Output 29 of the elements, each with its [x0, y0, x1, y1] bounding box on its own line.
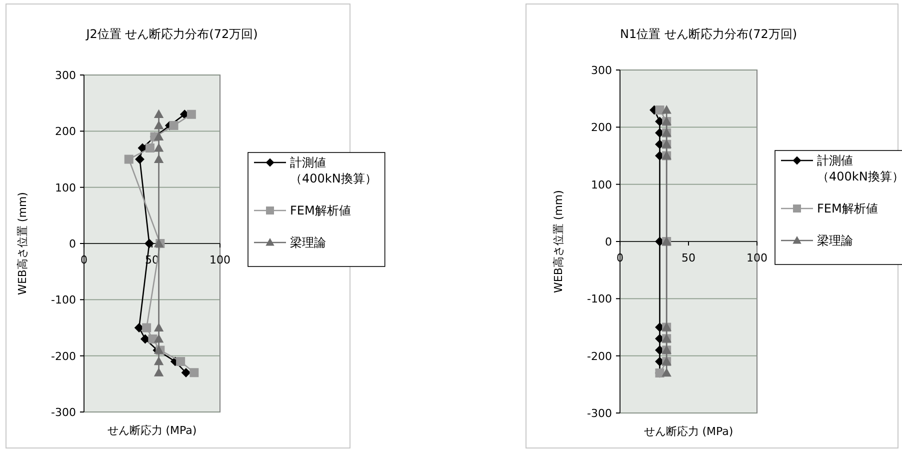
y-tick-label: 300 — [591, 64, 612, 77]
y-tick-label: 100 — [55, 181, 76, 194]
chart-title: J2位置 せん断応力分布(72万回) — [85, 27, 258, 41]
y-tick-label: -300 — [51, 406, 76, 419]
y-tick-label: 300 — [55, 69, 76, 82]
y-tick-label: 0 — [605, 236, 612, 248]
chart-title: N1位置 せん断応力分布(72万回) — [620, 27, 798, 41]
y-axis-title: WEB高さ位置 (mm) — [552, 190, 565, 293]
legend-label: FEM解析値 — [290, 204, 351, 218]
y-tick-label: 0 — [69, 238, 76, 250]
legend-label: FEM解析値 — [817, 202, 878, 216]
y-tick-label: 100 — [591, 178, 612, 192]
legend-label: 梁理論 — [290, 236, 326, 250]
x-tick-label: 100 — [746, 252, 768, 264]
x-axis-title: せん断応力 (MPa) — [107, 424, 197, 437]
y-tick-label: -200 — [587, 350, 612, 363]
y-tick-label: -200 — [51, 350, 76, 363]
y-tick-label: -100 — [51, 294, 76, 307]
x-tick-label: 100 — [210, 254, 230, 266]
y-tick-label: -100 — [587, 292, 612, 306]
x-axis-title: せん断応力 (MPa) — [644, 425, 734, 438]
y-axis-title: WEB高さ位置 (mm) — [16, 192, 29, 295]
legend-label: 計測値（400kN換算） — [290, 156, 377, 186]
legend-label: 梁理論 — [817, 234, 853, 248]
legend-label: 計測値（400kN換算） — [817, 154, 902, 184]
x-tick-label: 50 — [682, 252, 696, 264]
y-tick-label: 200 — [591, 121, 612, 134]
y-tick-label: 200 — [55, 125, 76, 138]
y-tick-label: -300 — [587, 407, 612, 420]
